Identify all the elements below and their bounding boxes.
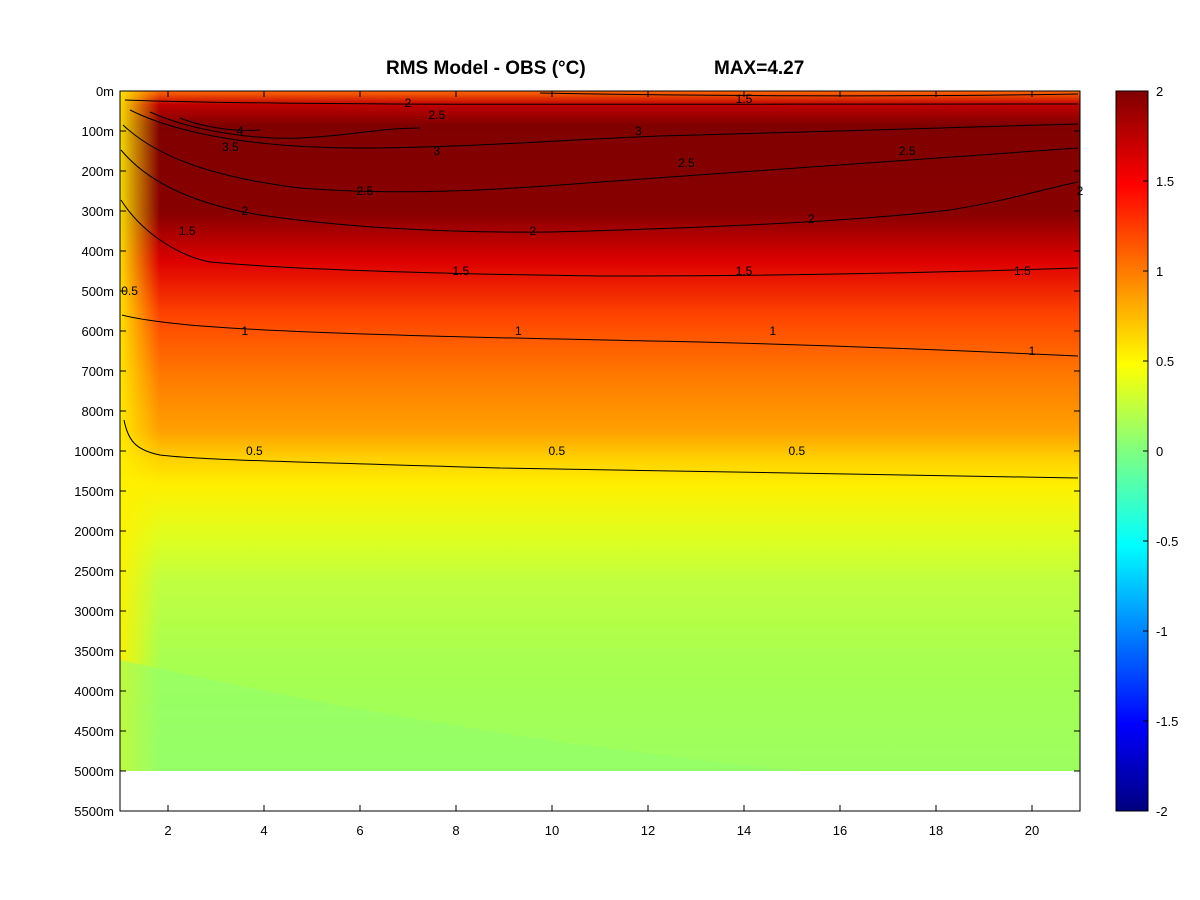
contour-label: 1.5: [179, 224, 196, 238]
x-tick-label: 6: [356, 823, 363, 838]
y-tick-label: 4500m: [74, 724, 114, 739]
y-tick-label: 4000m: [74, 684, 114, 699]
contour-label: 2.5: [678, 156, 695, 170]
y-tick-label: 200m: [81, 164, 114, 179]
y-tick-label: 5000m: [74, 764, 114, 779]
contour-2: [120, 149, 1079, 233]
x-tick-label: 8: [452, 823, 459, 838]
y-tick-label: 1000m: [74, 444, 114, 459]
y-tick-label: 2500m: [74, 564, 114, 579]
contour-label: 3: [635, 124, 642, 138]
contour-label: 1.5: [452, 264, 469, 278]
y-tick-label: 500m: [81, 284, 114, 299]
contour-label: 0.5: [788, 444, 805, 458]
contour-label: 1.5: [736, 264, 753, 278]
contour-label: 1: [1029, 344, 1036, 358]
contour-label: 0.5: [548, 444, 565, 458]
contour-label: 1: [515, 324, 522, 338]
contour-label: 3.5: [222, 140, 239, 154]
x-tick-label: 20: [1025, 823, 1039, 838]
y-tick-label: 5500m: [74, 804, 114, 819]
y-tick-label: 0m: [96, 84, 114, 99]
contour-label: 1.5: [1014, 264, 1031, 278]
contour-labels: 0.5 0.5 0.5 0.5 1 1 1 1 1.5 1.5 1.5 1.5 2 2 2 2 2.5 2.5 2.…: [121, 92, 1083, 458]
y-tick-label: 600m: [81, 324, 114, 339]
colorbar-tick-label: -2: [1156, 804, 1168, 819]
x-tick-label: 14: [737, 823, 751, 838]
colorbar-tick-label: 1: [1156, 264, 1163, 279]
contour-label: 2.5: [356, 184, 373, 198]
y-tick-label: 3000m: [74, 604, 114, 619]
deep-field-patch: [120, 660, 800, 771]
colorbar-axis: 2 1.5 1 0.5 0 -0.5 -1 -1.5 -2: [1143, 84, 1178, 819]
x-tick-label: 4: [260, 823, 267, 838]
x-tick-label: 10: [545, 823, 559, 838]
contour-label: 2: [241, 204, 248, 218]
contour-surface-1.5: [124, 99, 1079, 105]
contour-label: 2: [405, 96, 412, 110]
y-tick-label: 400m: [81, 244, 114, 259]
contour-lines: [120, 92, 1079, 479]
contour-surface-1: [539, 92, 1079, 97]
colorbar-tick-label: -0.5: [1156, 534, 1178, 549]
contour-1: [121, 314, 1079, 357]
x-tick-label: 18: [929, 823, 943, 838]
contour-label: 2.5: [428, 108, 445, 122]
x-tick-label: 2: [164, 823, 171, 838]
contour-label: 2: [808, 212, 815, 226]
y-tick-label: 3500m: [74, 644, 114, 659]
x-tick-label: 16: [833, 823, 847, 838]
contour-label: 1.5: [736, 92, 753, 106]
colorbar-tick-label: 1.5: [1156, 174, 1174, 189]
x-tick-label: 12: [641, 823, 655, 838]
colorbar-tick-label: 2: [1156, 84, 1163, 99]
contour-label: 1: [241, 324, 248, 338]
contour-2.5: [122, 124, 1079, 193]
rms-field: [120, 91, 1080, 771]
colorbar-tick-label: 0.5: [1156, 354, 1174, 369]
contour-label: 4: [237, 124, 244, 138]
y-tick-label: 300m: [81, 204, 114, 219]
contour-label: 2.5: [899, 144, 916, 158]
contour-label: 3: [433, 144, 440, 158]
y-tick-label: 800m: [81, 404, 114, 419]
y-tick-label: 1500m: [74, 484, 114, 499]
x-axis: 2 4 6 8 10 12 14 16 18 20: [164, 91, 1039, 838]
y-tick-label: 700m: [81, 364, 114, 379]
chart-max-annotation: MAX=4.27: [714, 58, 805, 79]
contour-label: 0.5: [246, 444, 263, 458]
contour-4: [179, 117, 261, 131]
contour-label: 2: [529, 224, 536, 238]
colorbar: [1115, 90, 1149, 812]
chart-title: RMS Model - OBS (°C): [386, 58, 586, 79]
contour-3.5: [149, 111, 421, 139]
contour-label: 0.5: [121, 284, 138, 298]
y-axis: 0m 100m 200m 300m 400m 500m 600m 700m 800m 1000m 1…: [74, 84, 1080, 819]
contour-1.5: [120, 199, 1079, 277]
colorbar-tick-label: 0: [1156, 444, 1163, 459]
y-tick-label: 2000m: [74, 524, 114, 539]
colorbar-tick-label: -1.5: [1156, 714, 1178, 729]
y-tick-label: 100m: [81, 124, 114, 139]
colorbar-tick-label: -1: [1156, 624, 1168, 639]
contour-label: 1: [769, 324, 776, 338]
contour-3: [129, 109, 1079, 149]
